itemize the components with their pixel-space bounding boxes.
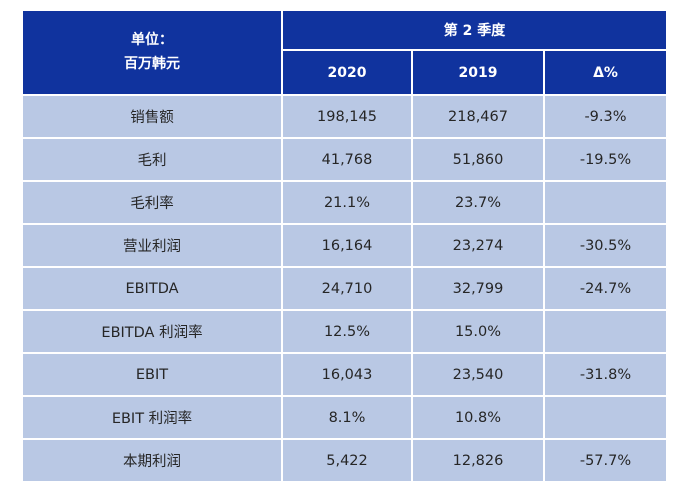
row-label: 毛利 [23, 139, 281, 180]
table-row: EBITDA 利润率 12.5% 15.0% [23, 311, 666, 352]
column-header-delta: Δ% [545, 51, 666, 94]
financial-table: 单位： 百万韩元 第 2 季度 2020 2019 Δ% 销售额 198,145… [21, 9, 668, 483]
table-row: EBIT 利润率 8.1% 10.8% [23, 397, 666, 438]
cell-delta [545, 397, 666, 438]
cell-2020: 5,422 [283, 440, 411, 481]
cell-delta: -19.5% [545, 139, 666, 180]
cell-2020: 16,164 [283, 225, 411, 266]
cell-2019: 23.7% [413, 182, 543, 223]
row-label: EBIT 利润率 [23, 397, 281, 438]
row-label: EBITDA [23, 268, 281, 309]
table-row: 营业利润 16,164 23,274 -30.5% [23, 225, 666, 266]
cell-2019: 10.8% [413, 397, 543, 438]
table-row: EBIT 16,043 23,540 -31.8% [23, 354, 666, 395]
cell-2020: 41,768 [283, 139, 411, 180]
cell-delta: -31.8% [545, 354, 666, 395]
header-row-years: 2020 2019 Δ% [23, 51, 666, 94]
quarter-header-cell: 第 2 季度 [283, 11, 666, 49]
cell-delta [545, 311, 666, 352]
table-row: 毛利率 21.1% 23.7% [23, 182, 666, 223]
cell-2020: 21.1% [283, 182, 411, 223]
table-row: EBITDA 24,710 32,799 -24.7% [23, 268, 666, 309]
cell-delta: -24.7% [545, 268, 666, 309]
cell-2020: 8.1% [283, 397, 411, 438]
table-row: 毛利 41,768 51,860 -19.5% [23, 139, 666, 180]
cell-2019: 32,799 [413, 268, 543, 309]
cell-2019: 12,826 [413, 440, 543, 481]
unit-header-cell: 单位： 百万韩元 [23, 11, 281, 94]
cell-2020: 24,710 [283, 268, 411, 309]
unit-label-line2: 百万韩元 [124, 55, 180, 72]
cell-2020: 198,145 [283, 96, 411, 137]
column-header-2020: 2020 [283, 51, 411, 94]
unit-label-line1: 单位： [131, 32, 173, 49]
cell-2019: 218,467 [413, 96, 543, 137]
header-row-quarter: 单位： 百万韩元 第 2 季度 [23, 11, 666, 94]
cell-delta: -57.7% [545, 440, 666, 481]
cell-delta [545, 182, 666, 223]
column-header-2019: 2019 [413, 51, 543, 94]
cell-2019: 51,860 [413, 139, 543, 180]
cell-delta: -9.3% [545, 96, 666, 137]
cell-delta: -30.5% [545, 225, 666, 266]
row-label: EBITDA 利润率 [23, 311, 281, 352]
row-label: 营业利润 [23, 225, 281, 266]
cell-2019: 15.0% [413, 311, 543, 352]
cell-2020: 12.5% [283, 311, 411, 352]
row-label: 销售额 [23, 96, 281, 137]
row-label: 毛利率 [23, 182, 281, 223]
table-row: 本期利润 5,422 12,826 -57.7% [23, 440, 666, 481]
table-row: 销售额 198,145 218,467 -9.3% [23, 96, 666, 137]
row-label: 本期利润 [23, 440, 281, 481]
cell-2019: 23,540 [413, 354, 543, 395]
cell-2020: 16,043 [283, 354, 411, 395]
row-label: EBIT [23, 354, 281, 395]
cell-2019: 23,274 [413, 225, 543, 266]
